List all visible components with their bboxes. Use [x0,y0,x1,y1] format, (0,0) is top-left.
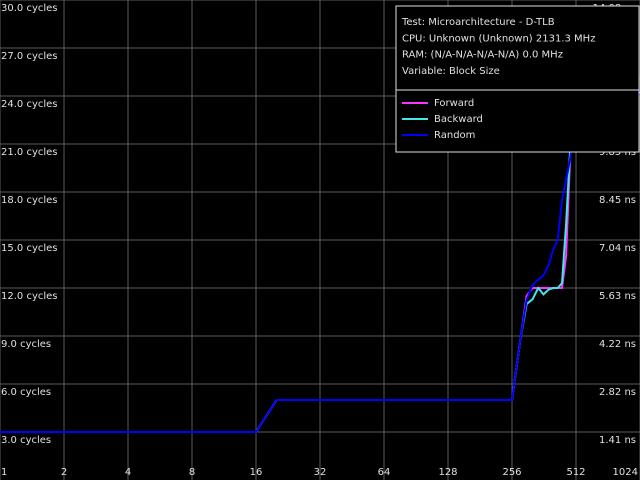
x-tick-label: 512 [566,467,585,478]
x-tick-label: 1 [1,467,7,478]
x-tick-label: 2 [61,467,67,478]
y-tick-label: 18.0 cycles [1,195,58,206]
x-tick-label: 128 [438,467,457,478]
y-tick-label: 3.0 cycles [1,435,51,446]
x-tick-label: 16 [250,467,263,478]
x-tick-label: 4 [125,467,131,478]
y2-tick-label: 1.41 ns [599,435,636,446]
x-tick-label: 64 [378,467,391,478]
y-tick-label: 21.0 cycles [1,147,58,158]
y-tick-label: 6.0 cycles [1,387,51,398]
y-tick-label: 12.0 cycles [1,291,58,302]
legend-label: Random [434,130,475,141]
y2-tick-label: 9.85 ns [599,147,636,158]
x-tick-label: 8 [189,467,195,478]
y2-tick-label: 4.22 ns [599,339,636,350]
legend-label: Backward [434,114,483,125]
info-text: Variable: Block Size [402,66,500,77]
y-tick-label: 9.0 cycles [1,339,51,350]
x-tick-label: 32 [314,467,327,478]
legend-box [395,5,640,153]
y-tick-label: 30.0 cycles [1,3,58,14]
y2-tick-label: 7.04 ns [599,243,636,254]
info-text: CPU: Unknown (Unknown) 2131.3 MHz [402,33,595,44]
legend-label: Forward [434,98,474,109]
legend: Test: Microarchitecture - D-TLB CPU: Unkn… [401,17,595,141]
y-tick-label: 24.0 cycles [1,99,58,110]
y2-tick-label: 2.82 ns [599,387,636,398]
y2-tick-label: 5.63 ns [599,291,636,302]
x-tick-label: 256 [502,467,521,478]
x-tick-label: 1024 [613,467,638,478]
info-text: RAM: (N/A-N/A-N/A-N/A) 0.0 MHz [402,50,563,61]
info-text: Test: Microarchitecture - D-TLB [401,17,555,28]
y2-tick-label: 8.45 ns [599,195,636,206]
y-tick-label: 27.0 cycles [1,51,58,62]
y-tick-label: 15.0 cycles [1,243,58,254]
